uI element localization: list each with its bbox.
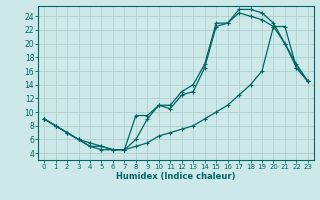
X-axis label: Humidex (Indice chaleur): Humidex (Indice chaleur) xyxy=(116,172,236,181)
